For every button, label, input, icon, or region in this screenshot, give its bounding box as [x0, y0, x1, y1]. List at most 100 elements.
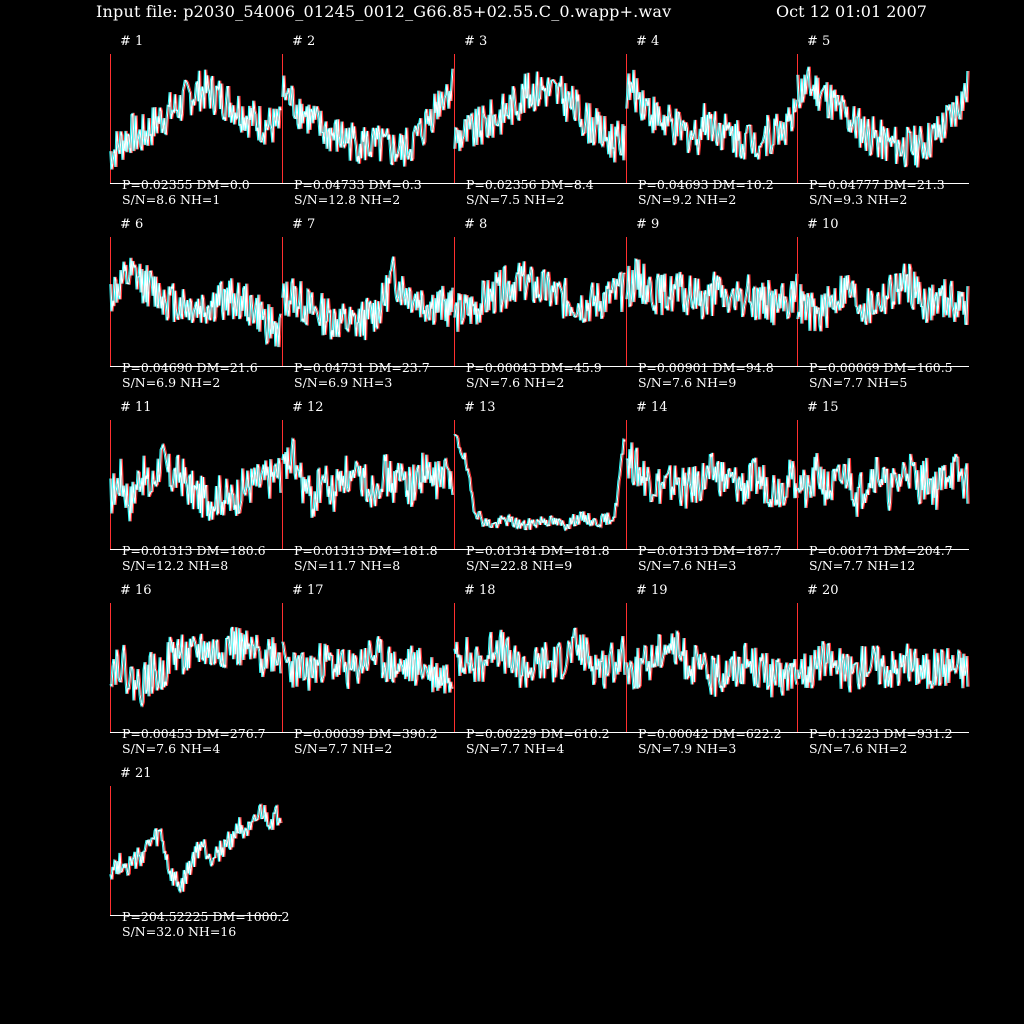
- profile-plot: [281, 603, 455, 733]
- panel-stats: P=0.00901 DM=94.8 S/N=7.6 NH=9: [638, 360, 774, 390]
- panel-stats: P=0.01313 DM=180.6 S/N=12.2 NH=8: [122, 543, 266, 573]
- candidate-panel: # 4 P=0.04693 DM=10.2 S/N=9.2 NH=2: [625, 34, 799, 207]
- panel-number: # 5: [807, 34, 831, 49]
- panel-number: # 2: [292, 34, 316, 49]
- profile-trace: [454, 627, 626, 689]
- period-dm-label: P=0.01313 DM=187.7: [638, 543, 782, 558]
- profile-trace: [282, 636, 454, 694]
- panel-number: # 11: [120, 400, 152, 415]
- profile-plot: [625, 420, 799, 550]
- panel-stats: P=204.52225 DM=1000.2 S/N=32.0 NH=16: [122, 909, 290, 939]
- panel-stats: P=0.00043 DM=45.9 S/N=7.6 NH=2: [466, 360, 602, 390]
- period-dm-label: P=0.13223 DM=931.2: [809, 726, 953, 741]
- snr-nh-label: S/N=7.5 NH=2: [466, 192, 565, 207]
- candidate-panel: # 20 P=0.13223 DM=931.2 S/N=7.6 NH=2: [796, 583, 970, 756]
- panel-stats: P=0.00171 DM=204.7 S/N=7.7 NH=12: [809, 543, 953, 573]
- panel-number: # 10: [807, 217, 839, 232]
- period-dm-label: P=0.01313 DM=181.8: [294, 543, 438, 558]
- candidate-panel: # 1 P=0.02355 DM=0.0 S/N=8.6 NH=1: [109, 34, 283, 207]
- profile-trace-cyan: [109, 803, 281, 894]
- panel-number: # 6: [120, 217, 144, 232]
- profile-trace-cyan: [453, 433, 625, 532]
- snr-nh-label: S/N=11.7 NH=8: [294, 558, 401, 573]
- candidate-panel: # 6 P=0.04690 DM=21.6 S/N=6.9 NH=2: [109, 217, 283, 390]
- snr-nh-label: S/N=9.2 NH=2: [638, 192, 737, 207]
- candidate-panel: # 21 P=204.52225 DM=1000.2 S/N=32.0 NH=16: [109, 766, 290, 939]
- plot-date: Oct 12 01:01 2007: [776, 2, 927, 21]
- candidate-panel: # 12 P=0.01313 DM=181.8 S/N=11.7 NH=8: [281, 400, 455, 573]
- panel-number: # 3: [464, 34, 488, 49]
- period-dm-label: P=0.00039 DM=390.2: [294, 726, 438, 741]
- profile-trace-cyan: [453, 261, 624, 332]
- period-dm-label: P=0.04693 DM=10.2: [638, 177, 774, 192]
- profile-plot: [109, 786, 283, 916]
- panel-number: # 14: [636, 400, 668, 415]
- panel-stats: P=0.13223 DM=931.2 S/N=7.6 NH=2: [809, 726, 953, 756]
- profile-plot: [453, 420, 627, 550]
- profile-plot: [625, 603, 799, 733]
- panel-stats: P=0.04731 DM=23.7 S/N=6.9 NH=3: [294, 360, 430, 390]
- profile-trace: [626, 257, 798, 326]
- profile-trace: [282, 68, 454, 167]
- period-dm-label: P=0.00043 DM=45.9: [466, 360, 602, 375]
- period-dm-label: P=0.00229 DM=610.2: [466, 726, 610, 741]
- period-dm-label: P=0.04733 DM=0.3: [294, 177, 422, 192]
- panel-number: # 1: [120, 34, 144, 49]
- profile-plot: [453, 603, 627, 733]
- period-dm-label: P=0.00171 DM=204.7: [809, 543, 953, 558]
- profile-trace: [797, 66, 969, 168]
- profile-trace-cyan: [796, 263, 968, 332]
- period-dm-label: P=0.00069 DM=160.5: [809, 360, 953, 375]
- snr-nh-label: S/N=7.6 NH=2: [466, 375, 565, 390]
- profile-plot: [109, 237, 283, 367]
- period-dm-label: P=0.01313 DM=180.6: [122, 543, 266, 558]
- period-dm-label: P=0.02356 DM=8.4: [466, 177, 594, 192]
- panel-number: # 9: [636, 217, 660, 232]
- snr-nh-label: S/N=7.6 NH=3: [638, 558, 737, 573]
- profile-trace: [454, 261, 626, 332]
- profile-trace-red: [455, 71, 627, 163]
- profile-trace: [110, 803, 282, 894]
- period-dm-label: P=0.00901 DM=94.8: [638, 360, 774, 375]
- profile-plot: [625, 54, 799, 184]
- profile-plot: [796, 54, 970, 184]
- profile-trace: [282, 437, 454, 518]
- candidate-panel: # 8 P=0.00043 DM=45.9 S/N=7.6 NH=2: [453, 217, 627, 390]
- profile-plot: [796, 237, 970, 367]
- candidate-panel: # 11 P=0.01313 DM=180.6 S/N=12.2 NH=8: [109, 400, 283, 573]
- profile-plot: [796, 603, 970, 733]
- panel-number: # 4: [636, 34, 660, 49]
- snr-nh-label: S/N=32.0 NH=16: [122, 924, 237, 939]
- candidate-panel: # 19 P=0.00042 DM=622.2 S/N=7.9 NH=3: [625, 583, 799, 756]
- period-dm-label: P=0.04731 DM=23.7: [294, 360, 430, 375]
- profile-trace: [454, 433, 626, 532]
- candidate-panel: # 16 P=0.00453 DM=276.7 S/N=7.6 NH=4: [109, 583, 283, 756]
- period-dm-label: P=0.04777 DM=21.3: [809, 177, 945, 192]
- profile-trace: [454, 71, 626, 163]
- snr-nh-label: S/N=7.7 NH=5: [809, 375, 908, 390]
- candidate-panel: # 9 P=0.00901 DM=94.8 S/N=7.6 NH=9: [625, 217, 799, 390]
- profile-trace: [626, 69, 798, 160]
- snr-nh-label: S/N=12.2 NH=8: [122, 558, 229, 573]
- period-dm-label: P=0.02355 DM=0.0: [122, 177, 250, 192]
- panel-stats: P=0.01313 DM=181.8 S/N=11.7 NH=8: [294, 543, 438, 573]
- panel-stats: P=0.04733 DM=0.3 S/N=12.8 NH=2: [294, 177, 422, 207]
- panel-stats: P=0.02356 DM=8.4 S/N=7.5 NH=2: [466, 177, 594, 207]
- period-dm-label: P=204.52225 DM=1000.2: [122, 909, 290, 924]
- snr-nh-label: S/N=7.6 NH=2: [809, 741, 908, 756]
- period-dm-label: P=0.00453 DM=276.7: [122, 726, 266, 741]
- profile-plot: [625, 237, 799, 367]
- snr-nh-label: S/N=8.6 NH=1: [122, 192, 221, 207]
- candidate-panel: # 15 P=0.00171 DM=204.7 S/N=7.7 NH=12: [796, 400, 970, 573]
- profile-plot: [281, 420, 455, 550]
- snr-nh-label: S/N=6.9 NH=3: [294, 375, 393, 390]
- panel-number: # 7: [292, 217, 316, 232]
- profile-trace: [282, 256, 454, 341]
- panel-number: # 12: [292, 400, 324, 415]
- profile-trace: [627, 442, 798, 509]
- profile-trace: [110, 257, 282, 348]
- snr-nh-label: S/N=7.7 NH=2: [294, 741, 393, 756]
- snr-nh-label: S/N=7.6 NH=9: [638, 375, 737, 390]
- profile-plot: [796, 420, 970, 550]
